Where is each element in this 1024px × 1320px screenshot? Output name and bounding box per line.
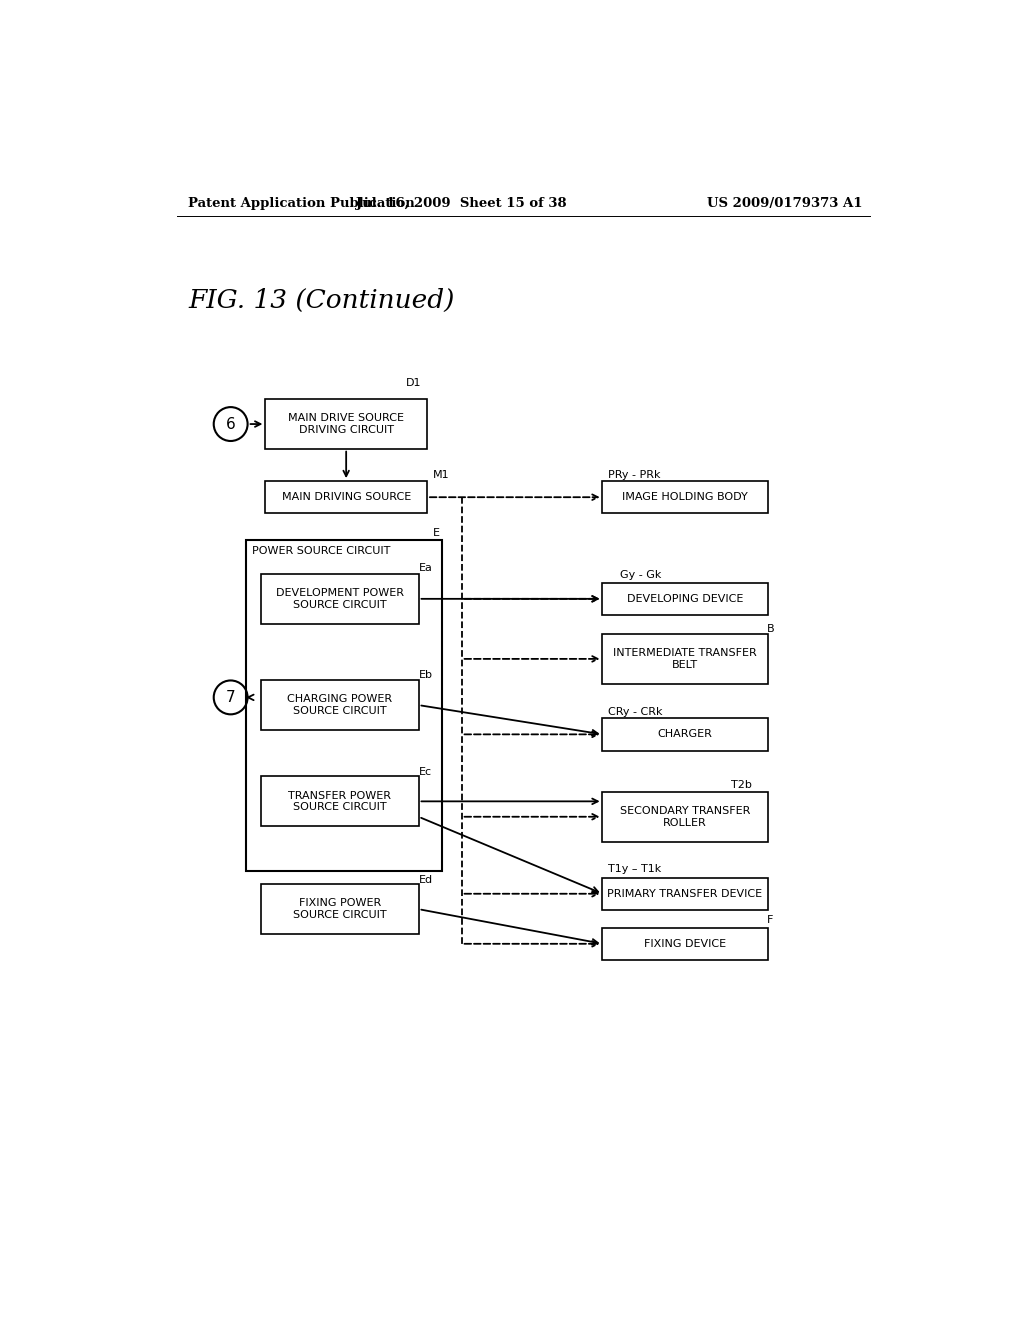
Text: MAIN DRIVING SOURCE: MAIN DRIVING SOURCE <box>282 492 411 502</box>
Text: PRy - PRk: PRy - PRk <box>608 470 660 480</box>
Text: POWER SOURCE CIRCUIT: POWER SOURCE CIRCUIT <box>252 545 390 556</box>
Bar <box>261 776 419 826</box>
Text: CHARGER: CHARGER <box>657 730 713 739</box>
Text: F: F <box>767 915 774 924</box>
Text: Patent Application Publication: Patent Application Publication <box>188 197 415 210</box>
Text: 7: 7 <box>226 690 236 705</box>
Text: FIXING DEVICE: FIXING DEVICE <box>644 939 726 949</box>
Text: T2b: T2b <box>731 780 752 789</box>
Text: FIXING POWER
SOURCE CIRCUIT: FIXING POWER SOURCE CIRCUIT <box>293 899 387 920</box>
Bar <box>261 680 419 730</box>
Bar <box>602 582 768 615</box>
Bar <box>261 574 419 624</box>
Text: PRIMARY TRANSFER DEVICE: PRIMARY TRANSFER DEVICE <box>607 888 763 899</box>
Text: CHARGING POWER
SOURCE CIRCUIT: CHARGING POWER SOURCE CIRCUIT <box>288 694 392 715</box>
Bar <box>602 480 768 513</box>
Text: Gy - Gk: Gy - Gk <box>620 570 660 581</box>
Bar <box>602 878 768 909</box>
Text: US 2009/0179373 A1: US 2009/0179373 A1 <box>707 197 862 210</box>
Text: E: E <box>432 528 439 539</box>
Text: TRANSFER POWER
SOURCE CIRCUIT: TRANSFER POWER SOURCE CIRCUIT <box>289 791 391 812</box>
Text: IMAGE HOLDING BODY: IMAGE HOLDING BODY <box>623 492 748 502</box>
Text: D1: D1 <box>407 378 422 388</box>
Text: CRy - CRk: CRy - CRk <box>608 706 663 717</box>
Text: 6: 6 <box>225 417 236 432</box>
Text: Eb: Eb <box>419 671 433 681</box>
Bar <box>265 399 427 449</box>
Text: MAIN DRIVE SOURCE
DRIVING CIRCUIT: MAIN DRIVE SOURCE DRIVING CIRCUIT <box>288 413 404 434</box>
Bar <box>602 928 768 960</box>
Text: T1y – T1k: T1y – T1k <box>608 865 662 875</box>
Text: SECONDARY TRANSFER
ROLLER: SECONDARY TRANSFER ROLLER <box>620 807 751 828</box>
Text: B: B <box>767 624 775 635</box>
Bar <box>265 480 427 513</box>
Text: M1: M1 <box>432 470 450 480</box>
Text: Jul. 16, 2009  Sheet 15 of 38: Jul. 16, 2009 Sheet 15 of 38 <box>356 197 567 210</box>
Bar <box>246 540 442 871</box>
Text: DEVELOPMENT POWER
SOURCE CIRCUIT: DEVELOPMENT POWER SOURCE CIRCUIT <box>276 587 404 610</box>
Text: Ea: Ea <box>419 562 433 573</box>
Bar <box>261 884 419 935</box>
Text: Ed: Ed <box>419 875 433 884</box>
Text: Ec: Ec <box>419 767 432 776</box>
Text: INTERMEDIATE TRANSFER
BELT: INTERMEDIATE TRANSFER BELT <box>613 648 757 669</box>
Bar <box>602 792 768 842</box>
Bar <box>602 634 768 684</box>
Bar <box>602 718 768 751</box>
Text: FIG. 13 (Continued): FIG. 13 (Continued) <box>188 288 455 313</box>
Text: DEVELOPING DEVICE: DEVELOPING DEVICE <box>627 594 743 603</box>
